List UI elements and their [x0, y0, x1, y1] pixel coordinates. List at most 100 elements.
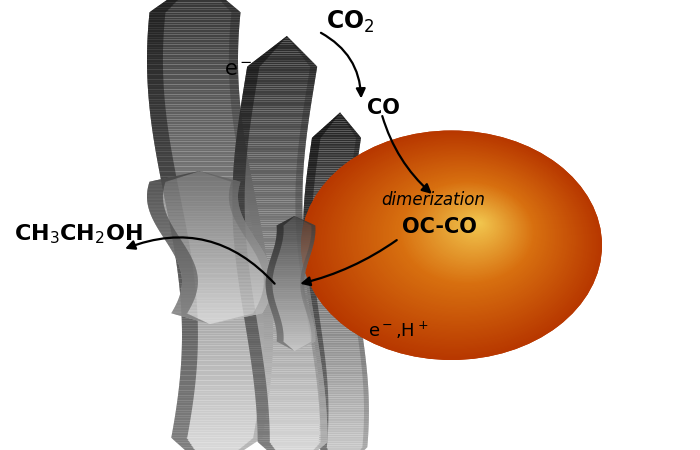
- Polygon shape: [185, 173, 193, 174]
- Polygon shape: [148, 20, 164, 22]
- Polygon shape: [232, 112, 242, 114]
- Polygon shape: [251, 221, 260, 224]
- Polygon shape: [239, 228, 249, 229]
- Polygon shape: [354, 154, 358, 156]
- Polygon shape: [316, 353, 325, 355]
- Polygon shape: [232, 218, 303, 220]
- Polygon shape: [232, 201, 245, 203]
- Polygon shape: [274, 319, 313, 320]
- Polygon shape: [262, 378, 271, 380]
- Polygon shape: [175, 413, 267, 415]
- Polygon shape: [174, 246, 190, 249]
- Polygon shape: [276, 337, 284, 338]
- Polygon shape: [148, 203, 239, 204]
- Polygon shape: [306, 91, 314, 93]
- Polygon shape: [266, 282, 272, 283]
- Polygon shape: [230, 187, 239, 188]
- Polygon shape: [230, 205, 239, 206]
- Polygon shape: [160, 171, 176, 174]
- Polygon shape: [254, 385, 267, 387]
- Polygon shape: [248, 341, 318, 343]
- Polygon shape: [266, 276, 304, 277]
- Polygon shape: [270, 304, 308, 305]
- Polygon shape: [234, 236, 304, 238]
- Polygon shape: [276, 327, 283, 328]
- Polygon shape: [310, 337, 318, 339]
- Ellipse shape: [370, 166, 554, 307]
- Polygon shape: [244, 315, 256, 317]
- Polygon shape: [154, 221, 170, 222]
- Polygon shape: [255, 310, 264, 311]
- Polygon shape: [282, 344, 309, 345]
- Polygon shape: [266, 276, 273, 277]
- Polygon shape: [352, 297, 357, 299]
- Polygon shape: [148, 97, 239, 99]
- Polygon shape: [234, 157, 246, 159]
- Polygon shape: [306, 183, 355, 185]
- Polygon shape: [178, 300, 194, 301]
- Polygon shape: [182, 276, 273, 277]
- Polygon shape: [160, 176, 177, 179]
- Polygon shape: [182, 284, 198, 285]
- Polygon shape: [178, 396, 194, 398]
- Polygon shape: [309, 160, 358, 162]
- Polygon shape: [235, 255, 248, 257]
- Polygon shape: [320, 407, 369, 409]
- Polygon shape: [167, 243, 259, 244]
- Text: CO: CO: [368, 98, 400, 118]
- Polygon shape: [312, 234, 315, 235]
- Polygon shape: [281, 343, 311, 344]
- Polygon shape: [276, 225, 284, 226]
- Polygon shape: [229, 196, 238, 197]
- Polygon shape: [276, 225, 315, 226]
- Polygon shape: [176, 303, 267, 304]
- Polygon shape: [247, 67, 260, 69]
- Polygon shape: [147, 194, 238, 195]
- Polygon shape: [303, 292, 311, 295]
- Polygon shape: [230, 85, 239, 87]
- Polygon shape: [172, 250, 263, 251]
- Polygon shape: [240, 292, 311, 295]
- Polygon shape: [182, 348, 273, 351]
- Polygon shape: [147, 64, 163, 67]
- Polygon shape: [181, 311, 197, 313]
- Polygon shape: [233, 220, 303, 222]
- Polygon shape: [231, 15, 240, 17]
- Polygon shape: [264, 285, 273, 286]
- Polygon shape: [148, 184, 240, 185]
- Polygon shape: [252, 367, 265, 369]
- Polygon shape: [157, 226, 173, 227]
- Polygon shape: [244, 317, 257, 319]
- Polygon shape: [180, 269, 272, 270]
- Polygon shape: [217, 177, 226, 178]
- Polygon shape: [312, 228, 315, 229]
- Polygon shape: [310, 310, 319, 311]
- Polygon shape: [233, 225, 245, 227]
- Polygon shape: [362, 373, 368, 375]
- Polygon shape: [147, 199, 238, 200]
- Polygon shape: [301, 290, 304, 291]
- Polygon shape: [300, 286, 304, 287]
- Polygon shape: [297, 242, 304, 244]
- Polygon shape: [237, 147, 246, 149]
- Polygon shape: [150, 117, 242, 119]
- Polygon shape: [302, 271, 306, 272]
- Polygon shape: [254, 238, 264, 241]
- Polygon shape: [172, 433, 188, 435]
- Polygon shape: [253, 231, 262, 234]
- Polygon shape: [312, 324, 361, 326]
- Polygon shape: [238, 122, 309, 124]
- Ellipse shape: [445, 205, 503, 249]
- Polygon shape: [316, 376, 323, 378]
- Polygon shape: [307, 172, 356, 174]
- Polygon shape: [180, 291, 196, 293]
- Polygon shape: [229, 42, 239, 45]
- Polygon shape: [304, 194, 354, 196]
- Polygon shape: [148, 189, 164, 190]
- Polygon shape: [251, 438, 262, 440]
- Polygon shape: [172, 311, 188, 312]
- Polygon shape: [307, 286, 356, 288]
- Polygon shape: [284, 345, 308, 346]
- Polygon shape: [363, 440, 368, 442]
- Polygon shape: [176, 410, 267, 413]
